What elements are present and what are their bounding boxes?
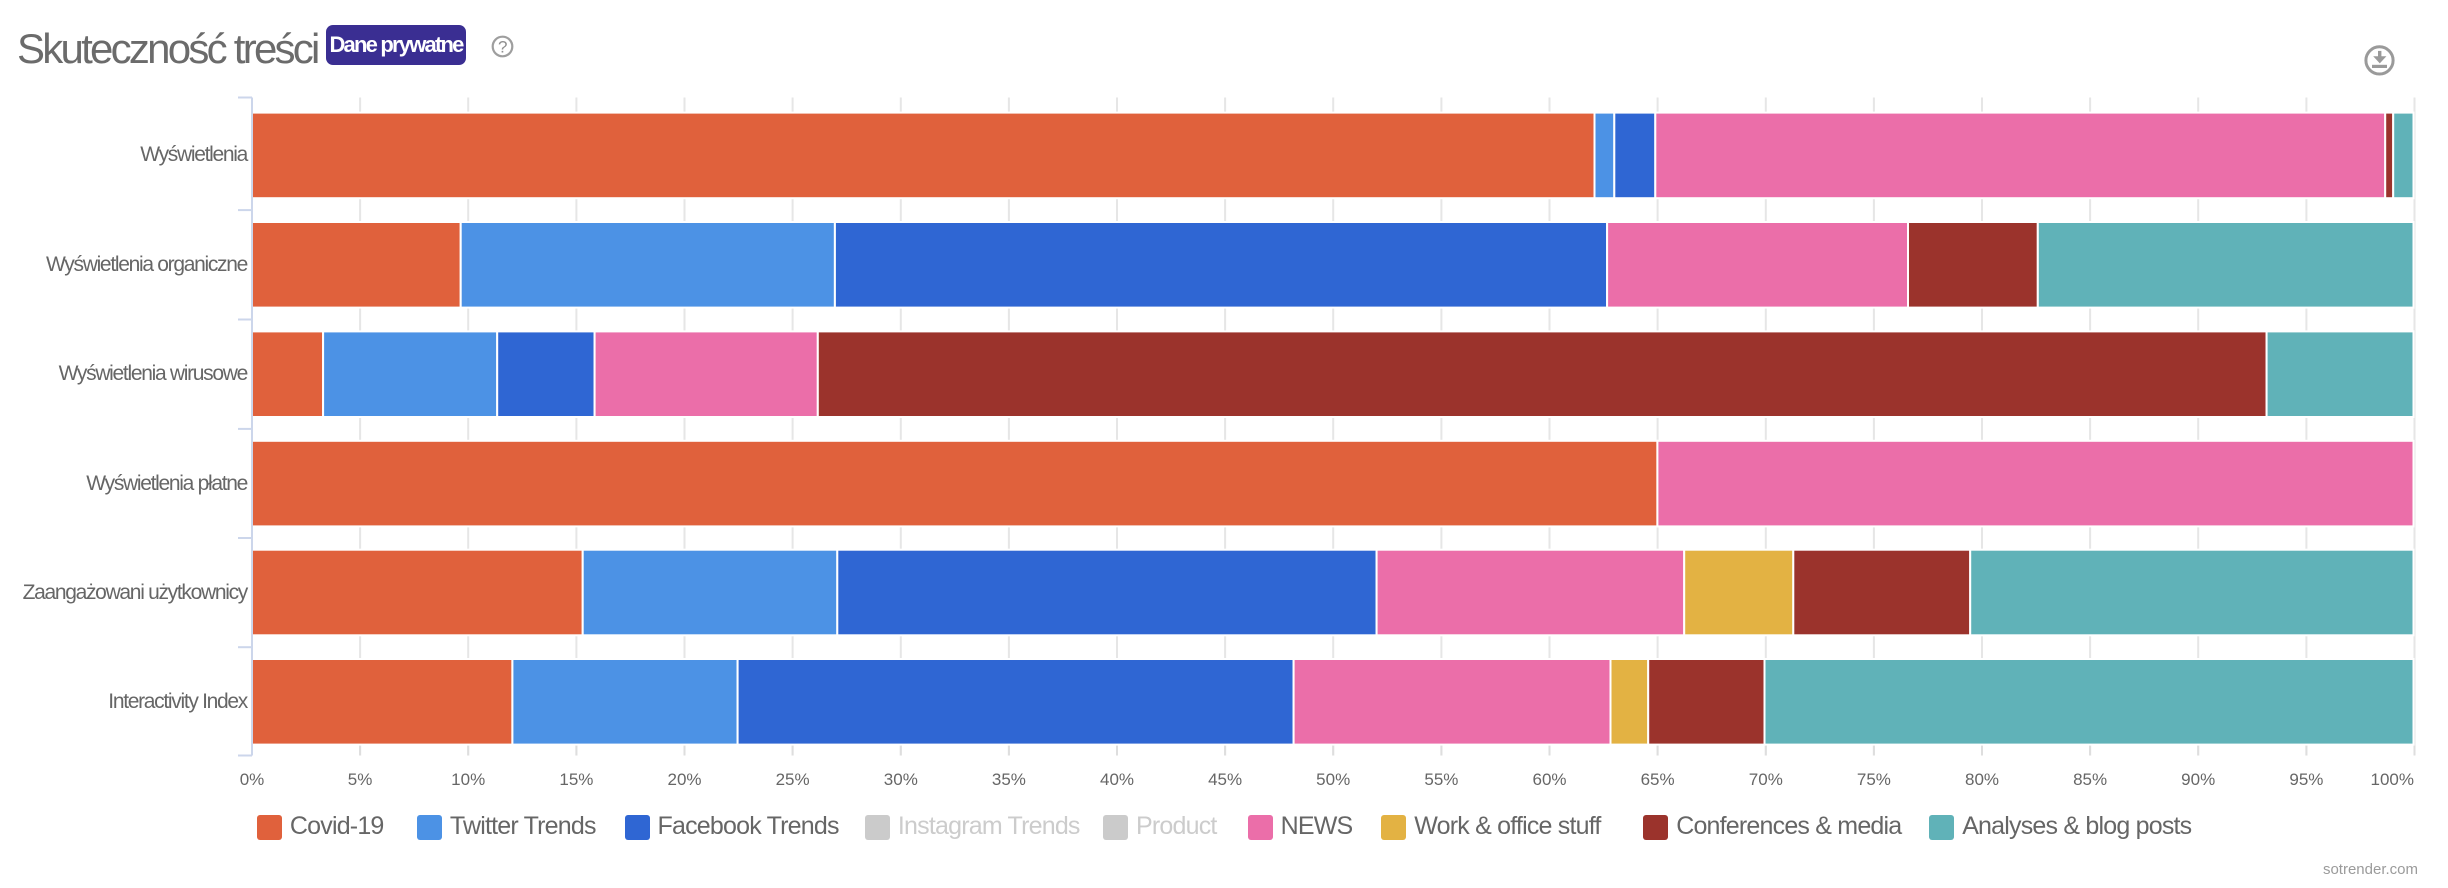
svg-text:?: ? (498, 38, 507, 57)
